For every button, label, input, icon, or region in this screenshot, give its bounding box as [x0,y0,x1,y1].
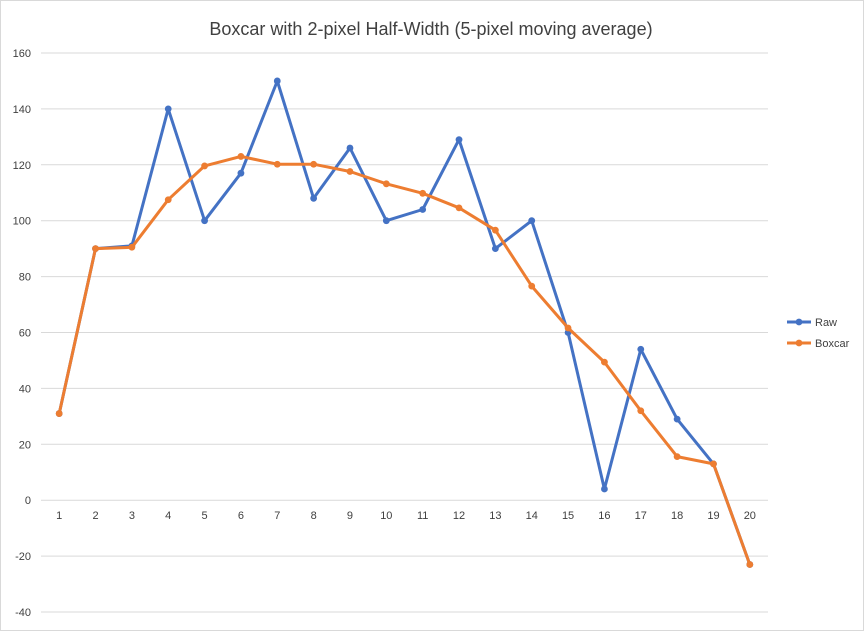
legend-label: Boxcar [815,338,850,350]
data-point-raw [601,485,608,493]
legend-item-boxcar: Boxcar [787,338,850,350]
data-point-raw [637,345,645,353]
y-tick-label: -40 [15,607,31,619]
x-tick-label: 20 [744,510,756,522]
legend-marker [795,318,803,326]
data-point-boxcar [55,410,63,417]
x-tick-label: 3 [129,510,135,522]
series-line-raw [57,79,752,566]
data-point-raw [346,144,354,152]
data-point-boxcar [310,160,318,168]
data-point-boxcar [382,180,390,188]
data-point-raw [455,136,463,144]
data-point-raw [201,217,208,225]
x-tick-label: 7 [274,510,280,522]
x-tick-label: 15 [562,510,574,522]
data-point-boxcar [455,204,463,212]
y-tick-label: 160 [13,48,31,60]
data-point-raw [491,245,499,253]
y-axis-ticks: -40 -20 0 20 40 60 80 100 120 140 160 [13,48,31,619]
x-tick-label: 1 [56,510,62,522]
data-point-raw [310,194,318,202]
data-point-boxcar [273,160,281,168]
y-tick-label: 100 [13,216,31,228]
legend: Raw Boxcar [787,317,850,350]
data-point-raw [164,105,172,113]
y-tick-label: 120 [13,160,31,172]
x-tick-label: 8 [311,510,317,522]
x-tick-label: 2 [92,510,98,522]
y-tick-label: 0 [25,495,31,507]
data-point-boxcar [128,243,136,251]
data-point-boxcar [164,196,172,204]
data-point-boxcar [491,226,499,234]
x-tick-label: 10 [380,510,392,522]
legend-label: Raw [815,317,837,329]
x-tick-label: 18 [671,510,683,522]
y-tick-label: 20 [19,439,31,451]
data-point-boxcar [237,153,245,160]
data-point-boxcar [346,168,354,175]
data-point-boxcar [746,561,754,568]
data-point-raw [673,415,681,423]
data-point-boxcar [201,162,208,170]
x-tick-label: 14 [526,510,538,522]
data-point-raw [382,217,390,225]
x-tick-label: 9 [347,510,353,522]
data-point-boxcar [601,358,608,366]
data-point-boxcar [673,453,681,460]
data-point-raw [419,206,427,213]
x-tick-label: 12 [453,510,465,522]
data-point-raw [237,169,245,177]
y-tick-label: 80 [19,272,31,284]
data-point-boxcar [564,324,572,332]
series-raw [55,77,754,568]
series-lines [55,77,754,568]
data-point-raw [528,217,536,225]
x-tick-label: 11 [417,510,428,522]
series-line-boxcar [57,154,752,566]
y-tick-label: 40 [19,383,31,395]
data-point-boxcar [419,189,427,197]
chart-title: Boxcar with 2-pixel Half-Width (5-pixel … [209,19,652,39]
x-tick-label: 17 [635,510,647,522]
data-point-boxcar [637,407,645,415]
x-tick-label: 13 [489,510,501,522]
x-axis-ticks: 1 2 3 4 5 6 7 8 9 10 11 12 13 14 15 16 17 18 19 20 [56,510,756,522]
gridlines [41,52,768,613]
y-tick-label: 60 [19,328,31,340]
legend-item-raw: Raw [787,317,837,329]
y-tick-label: -20 [15,551,31,563]
x-tick-label: 4 [165,510,171,522]
legend-marker [795,339,803,347]
data-point-boxcar [92,245,99,253]
data-point-raw [273,77,281,85]
series-boxcar [55,153,754,568]
x-tick-label: 19 [707,510,719,522]
x-tick-label: 6 [238,510,244,522]
y-tick-label: 140 [13,104,31,116]
data-point-boxcar [710,460,717,468]
x-tick-label: 16 [598,510,610,522]
x-tick-label: 5 [202,510,208,522]
data-point-boxcar [528,282,536,290]
